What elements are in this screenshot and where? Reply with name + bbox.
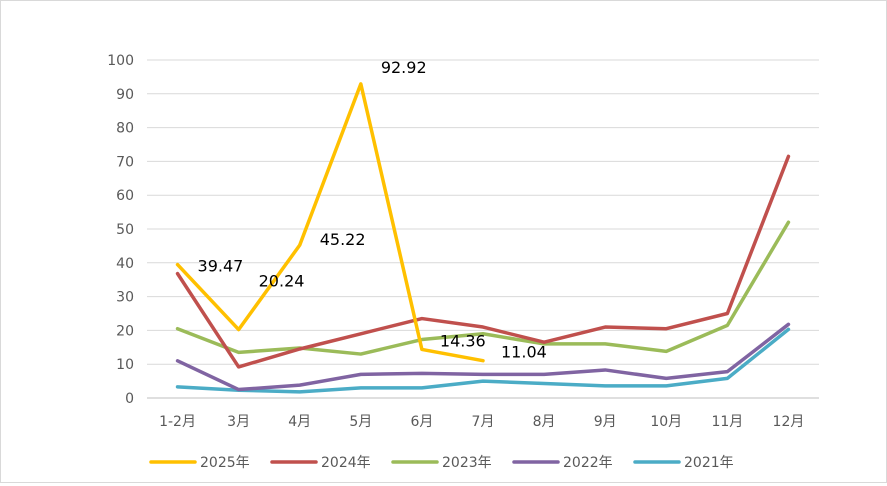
x-tick-label: 7月 (472, 414, 495, 430)
data-label: 14.36 (440, 331, 486, 350)
y-tick-label: 80 (116, 121, 134, 137)
legend-label: 2021年 (684, 455, 734, 471)
x-tick-label: 3月 (227, 414, 250, 430)
data-label: 45.22 (320, 230, 366, 249)
y-tick-label: 90 (116, 87, 134, 103)
x-tick-label: 8月 (533, 414, 556, 430)
data-label: 11.04 (501, 343, 547, 362)
series-line-2025年 (175, 82, 485, 363)
x-tick-label: 12月 (773, 414, 805, 430)
gridlines (147, 59, 819, 399)
x-tick-label: 10月 (650, 414, 682, 430)
legend-label: 2024年 (321, 455, 371, 471)
data-labels: 39.47 20.24 45.22 92.92 14.36 11.04 (198, 58, 547, 362)
y-tick-label: 100 (107, 53, 134, 69)
legend-label: 2025年 (200, 455, 250, 471)
y-tick-label: 70 (116, 154, 134, 170)
series-line-2021年 (175, 327, 791, 394)
x-tick-label: 11月 (711, 414, 743, 430)
y-tick-label: 10 (116, 357, 134, 373)
y-tick-label: 20 (116, 323, 134, 339)
y-tick-label: 30 (116, 290, 134, 306)
data-label: 20.24 (259, 272, 305, 291)
x-tick-label: 1-2月 (159, 414, 196, 430)
x-axis: 1-2月 3月 4月 5月 6月 7月 8月 9月 10月 11月 12月 (159, 414, 804, 430)
legend: 2025年 2024年 2023年 2022年 2021年 (149, 455, 734, 471)
data-label: 39.47 (198, 257, 244, 276)
y-axis: 0 10 20 30 40 50 60 70 80 90 100 (107, 53, 134, 407)
legend-label: 2023年 (442, 455, 492, 471)
y-tick-label: 0 (125, 391, 134, 407)
x-tick-label: 6月 (410, 414, 433, 430)
series-line-2022年 (175, 322, 791, 392)
series-line-2023年 (175, 220, 791, 356)
x-tick-label: 4月 (288, 414, 311, 430)
series-line-2024年 (175, 154, 791, 369)
y-tick-label: 50 (116, 222, 134, 238)
y-tick-label: 40 (116, 256, 134, 272)
series-lines (175, 82, 791, 394)
data-label: 92.92 (381, 58, 427, 77)
x-tick-label: 9月 (594, 414, 617, 430)
legend-label: 2022年 (563, 455, 613, 471)
x-tick-label: 5月 (349, 414, 372, 430)
y-tick-label: 60 (116, 188, 134, 204)
